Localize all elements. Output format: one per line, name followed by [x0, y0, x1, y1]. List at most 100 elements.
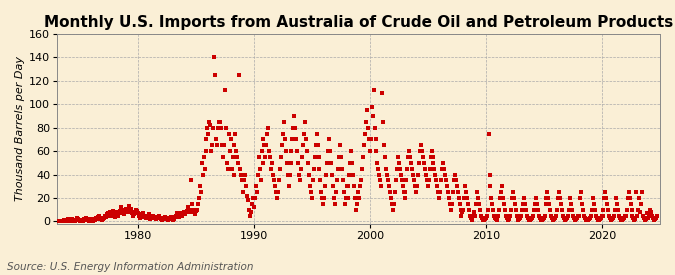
Point	[412, 172, 423, 177]
Point	[305, 190, 316, 194]
Point	[168, 217, 179, 221]
Point	[205, 123, 216, 128]
Point	[55, 219, 66, 224]
Point	[526, 217, 537, 221]
Point	[155, 216, 165, 220]
Point	[101, 214, 111, 219]
Point	[73, 217, 84, 221]
Point	[372, 161, 383, 165]
Point	[439, 167, 450, 171]
Point	[273, 190, 284, 194]
Point	[421, 178, 432, 183]
Point	[344, 172, 355, 177]
Point	[134, 216, 145, 220]
Point	[618, 216, 629, 220]
Point	[367, 104, 377, 109]
Point	[148, 213, 159, 218]
Point	[593, 218, 604, 222]
Point	[400, 190, 411, 194]
Point	[175, 212, 186, 217]
Point	[414, 149, 425, 153]
Point	[319, 196, 329, 200]
Point	[151, 217, 161, 221]
Point	[620, 213, 630, 218]
Point	[88, 219, 99, 224]
Point	[96, 217, 107, 221]
Point	[248, 196, 259, 200]
Point	[140, 216, 151, 220]
Point	[139, 214, 150, 219]
Point	[199, 167, 210, 171]
Point	[67, 217, 78, 221]
Point	[438, 161, 449, 165]
Point	[295, 178, 306, 183]
Point	[261, 143, 272, 147]
Point	[407, 167, 418, 171]
Point	[306, 196, 317, 200]
Point	[401, 178, 412, 183]
Point	[71, 218, 82, 222]
Point	[169, 214, 180, 219]
Point	[379, 143, 389, 147]
Point	[156, 217, 167, 221]
Point	[281, 161, 292, 165]
Point	[531, 202, 542, 206]
Point	[387, 208, 398, 212]
Point	[621, 208, 632, 212]
Point	[468, 210, 479, 214]
Point	[368, 88, 379, 92]
Point	[434, 196, 445, 200]
Point	[257, 161, 268, 165]
Point	[275, 155, 286, 159]
Point	[380, 155, 391, 159]
Point	[556, 202, 566, 206]
Point	[141, 213, 152, 218]
Point	[64, 218, 75, 222]
Point	[192, 208, 202, 212]
Point	[165, 217, 176, 221]
Point	[309, 155, 320, 159]
Point	[252, 172, 263, 177]
Point	[645, 210, 656, 214]
Point	[230, 131, 241, 136]
Point	[331, 190, 342, 194]
Point	[589, 202, 599, 206]
Point	[607, 217, 618, 221]
Point	[432, 184, 443, 188]
Point	[443, 190, 454, 194]
Point	[603, 208, 614, 212]
Point	[338, 178, 348, 183]
Point	[486, 196, 497, 200]
Y-axis label: Thousand Barrels per Day: Thousand Barrels per Day	[15, 56, 25, 201]
Point	[541, 196, 552, 200]
Point	[511, 213, 522, 218]
Point	[134, 213, 144, 218]
Point	[508, 196, 519, 200]
Point	[217, 143, 227, 147]
Point	[163, 218, 173, 222]
Point	[528, 213, 539, 218]
Point	[539, 213, 550, 218]
Point	[236, 172, 246, 177]
Point	[356, 167, 367, 171]
Point	[543, 196, 554, 200]
Point	[468, 213, 479, 218]
Point	[290, 125, 301, 130]
Point	[293, 161, 304, 165]
Point	[423, 184, 433, 188]
Point	[429, 167, 440, 171]
Point	[601, 196, 612, 200]
Point	[360, 120, 371, 124]
Point	[488, 208, 499, 212]
Point	[240, 172, 250, 177]
Point	[587, 208, 597, 212]
Point	[249, 196, 260, 200]
Point	[557, 208, 568, 212]
Point	[326, 161, 337, 165]
Point	[121, 206, 132, 211]
Point	[404, 149, 414, 153]
Point	[466, 216, 477, 220]
Point	[128, 213, 138, 218]
Point	[572, 216, 583, 220]
Point	[641, 217, 651, 221]
